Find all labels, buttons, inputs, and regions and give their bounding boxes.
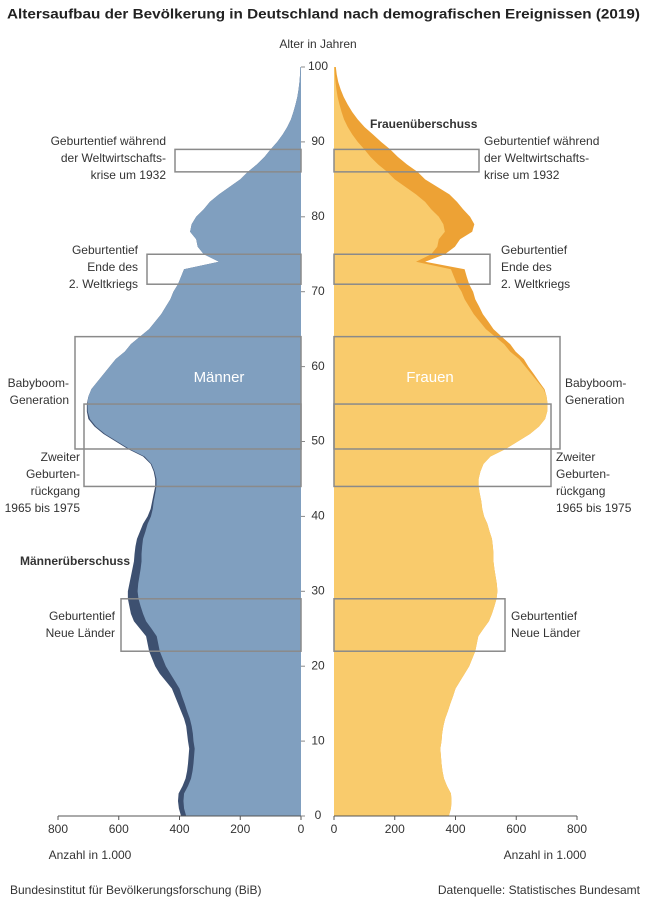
surplus-label: Frauenüberschuss (370, 117, 478, 131)
chart-title: Altersaufbau der Bevölkerung in Deutschl… (7, 6, 640, 22)
annotation-box (333, 148, 480, 173)
x-axis-label: Anzahl in 1.000 (504, 848, 587, 862)
x-tick-label: 600 (506, 822, 526, 836)
x-tick-label: 0 (331, 822, 338, 836)
series-label: Männer (194, 369, 245, 386)
x-tick-label: 800 (48, 822, 68, 836)
annotation-text: Zweiter (556, 450, 595, 464)
annotation-text: Geburten- (26, 467, 80, 481)
annotation-text: Geburtentief (511, 609, 578, 623)
series-label: Frauen (406, 369, 454, 386)
x-tick-label: 800 (567, 822, 587, 836)
annotation-text: Ende des (87, 260, 138, 274)
annotation-text: 2. Weltkriegs (69, 277, 138, 291)
annotation-text: Ende des (501, 260, 552, 274)
annotation-text: Geburtentief (49, 609, 116, 623)
annotation-text: Geburten- (556, 467, 610, 481)
source: Bundesinstitut für Bevölkerungsforschung… (10, 883, 261, 897)
annotation-text: Babyboom- (565, 376, 626, 390)
annotation-box (333, 335, 561, 450)
annotation-text: der Weltwirtschafts- (61, 151, 166, 165)
annotation-box (83, 403, 302, 488)
annotation-text: Generation (565, 393, 624, 407)
annotation-text: 1965 bis 1975 (5, 501, 81, 515)
annotation-box (333, 403, 552, 488)
source: Datenquelle: Statistisches Bundesamt (438, 883, 641, 897)
surplus-label: Männerüberschuss (20, 554, 130, 568)
y-tick-label: 30 (311, 583, 325, 597)
x-axis-label: Anzahl in 1.000 (49, 848, 132, 862)
y-tick-label: 0 (315, 808, 322, 822)
y-axis-label: Alter in Jahren (279, 37, 356, 51)
annotation-text: Geburtentief während (51, 134, 166, 148)
y-tick-label: 40 (311, 509, 325, 523)
x-tick-label: 200 (230, 822, 250, 836)
y-tick-label: 100 (308, 59, 328, 73)
x-tick-label: 400 (445, 822, 465, 836)
annotation-text: Neue Länder (46, 626, 115, 640)
annotation-box (333, 598, 506, 652)
x-tick-label: 200 (385, 822, 405, 836)
x-tick-label: 600 (109, 822, 129, 836)
annotation-box (146, 253, 302, 285)
annotation-box (333, 253, 491, 285)
annotation-text: Generation (10, 393, 69, 407)
annotation-text: rückgang (556, 484, 605, 498)
annotation-text: der Weltwirtschafts- (484, 151, 589, 165)
annotation-box (74, 335, 302, 450)
annotation-text: Geburtentief (501, 243, 568, 257)
y-tick-label: 10 (311, 733, 325, 747)
x-tick-label: 400 (169, 822, 189, 836)
annotation-text: krise um 1932 (484, 168, 560, 182)
annotation-text: Geburtentief (72, 243, 139, 257)
annotation-text: Babyboom- (8, 376, 69, 390)
annotation-text: krise um 1932 (91, 168, 167, 182)
y-tick-label: 60 (311, 359, 325, 373)
annotation-box (174, 148, 302, 173)
y-tick-label: 90 (311, 134, 325, 148)
annotation-text: Zweiter (41, 450, 80, 464)
annotation-text: Geburtentief während (484, 134, 599, 148)
y-tick-label: 80 (311, 209, 325, 223)
x-tick-label: 0 (298, 822, 305, 836)
y-tick-label: 70 (311, 284, 325, 298)
y-tick-label: 50 (311, 434, 325, 448)
annotation-text: 2. Weltkriegs (501, 277, 570, 291)
y-tick-label: 20 (311, 658, 325, 672)
annotation-text: rückgang (31, 484, 80, 498)
annotation-text: 1965 bis 1975 (556, 501, 632, 515)
annotation-box (120, 598, 302, 652)
annotation-text: Neue Länder (511, 626, 580, 640)
